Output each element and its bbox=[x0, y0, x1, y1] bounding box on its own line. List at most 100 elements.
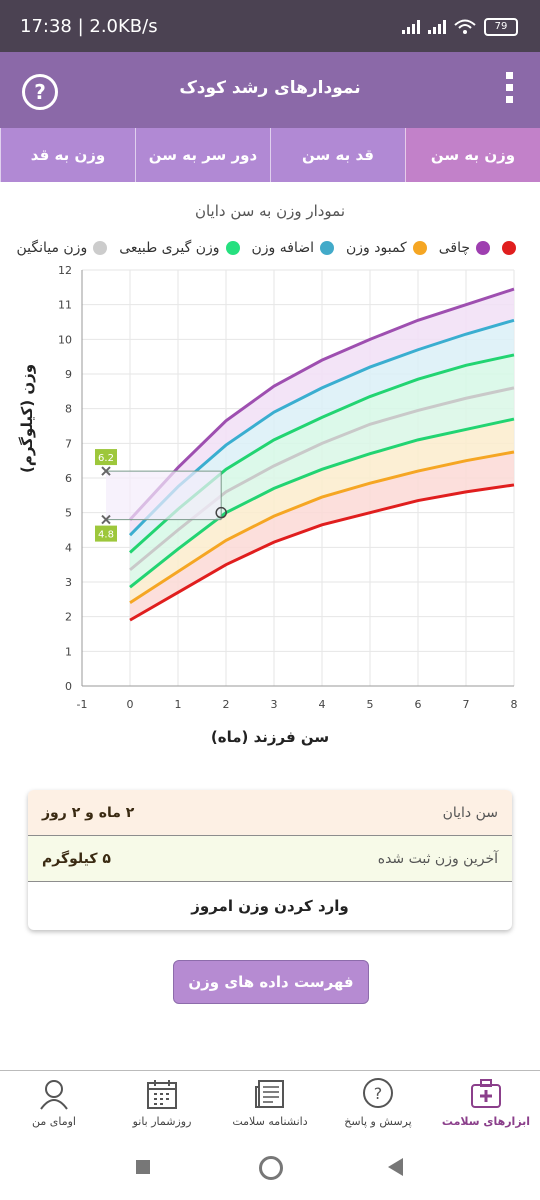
nav-label: ابزارهای سلامت bbox=[441, 1115, 531, 1128]
user-icon bbox=[40, 1080, 68, 1110]
legend-item[interactable]: چاقی bbox=[439, 240, 490, 256]
y-tick-label: 3 bbox=[65, 576, 72, 589]
nav-health-encyclopedia[interactable]: دانشنامه سلامت bbox=[222, 1071, 318, 1139]
system-nav-bar bbox=[0, 1138, 540, 1200]
tab-height-age[interactable]: قد به سن bbox=[270, 128, 405, 182]
band-area bbox=[130, 387, 514, 588]
legend-dot bbox=[476, 241, 490, 255]
nav-health-tools[interactable]: ابزارهای سلامت bbox=[438, 1071, 534, 1139]
overflow-menu-icon[interactable] bbox=[506, 72, 514, 106]
back-icon[interactable] bbox=[388, 1158, 403, 1176]
help-icon[interactable]: ? bbox=[22, 74, 58, 110]
battery-icon: 79 bbox=[484, 18, 518, 36]
band-area bbox=[130, 289, 514, 536]
marker-badge bbox=[95, 449, 117, 466]
legend-dot bbox=[93, 241, 108, 255]
signal-icon bbox=[402, 20, 420, 34]
range-box bbox=[106, 471, 222, 520]
legend-label: وزن میانگین bbox=[16, 240, 88, 256]
weight-list-button[interactable]: فهرست داده های وزن دایان bbox=[173, 960, 369, 1033]
weight-value: ۵ کیلوگرم bbox=[42, 850, 111, 867]
svg-text:?: ? bbox=[374, 1084, 383, 1103]
age-value: ۲ ماه و ۲ روز bbox=[42, 804, 135, 821]
x-tick-label: 1 bbox=[175, 698, 182, 711]
recents-icon[interactable] bbox=[136, 1160, 150, 1174]
newspaper-icon bbox=[255, 1080, 284, 1108]
legend-dot bbox=[502, 241, 516, 255]
marker-x bbox=[101, 514, 111, 525]
nav-profile[interactable]: اومای من bbox=[6, 1071, 102, 1139]
page-title: نمودارهای رشد کودک bbox=[179, 78, 361, 98]
tab-weight-height[interactable]: وزن به قد bbox=[0, 128, 135, 182]
legend-label: اضافه وزن bbox=[251, 240, 315, 256]
y-axis-title: وزن (کیلوگرم) bbox=[18, 363, 36, 473]
home-icon[interactable] bbox=[259, 1156, 283, 1180]
y-tick-label: 1 bbox=[65, 645, 72, 658]
current-point bbox=[215, 506, 227, 519]
tab-weight-age[interactable]: وزن به سن bbox=[405, 128, 540, 182]
nav-label: دانشنامه سلامت bbox=[232, 1115, 308, 1128]
series-line bbox=[129, 450, 515, 605]
y-tick-label: 10 bbox=[58, 333, 72, 346]
y-tick-label: 5 bbox=[65, 507, 72, 520]
x-tick-label: 0 bbox=[127, 698, 134, 711]
signal-icon bbox=[428, 20, 446, 34]
legend-label: چاقی bbox=[438, 240, 470, 256]
y-tick-label: 0 bbox=[65, 680, 72, 693]
series-line bbox=[129, 483, 515, 622]
x-tick-label: 4 bbox=[319, 698, 326, 711]
nav-qa[interactable]: ? پرسش و پاسخ bbox=[330, 1071, 426, 1139]
question-bubble-icon: ? bbox=[363, 1078, 393, 1108]
y-tick-label: 9 bbox=[65, 368, 72, 381]
tab-head-age[interactable]: دور سر به سن bbox=[135, 128, 270, 182]
legend-dot bbox=[320, 241, 335, 255]
legend-item[interactable]: اضافه وزن bbox=[252, 240, 335, 256]
x-tick-label: 6 bbox=[415, 698, 422, 711]
weight-label: آخرین وزن ثبت شده bbox=[377, 850, 498, 867]
legend-item[interactable]: وزن گیری طبیعی bbox=[119, 240, 240, 256]
legend-dot bbox=[225, 241, 240, 255]
medical-kit-icon bbox=[471, 1079, 501, 1108]
legend-item[interactable] bbox=[502, 241, 516, 255]
status-icons: 79 bbox=[402, 18, 518, 36]
x-tick-label: 7 bbox=[463, 698, 470, 711]
y-tick-label: 8 bbox=[65, 403, 72, 416]
nav-calendar[interactable]: روزشمار بانو bbox=[114, 1071, 210, 1139]
marker-label: 6.2 bbox=[98, 453, 114, 464]
age-row: سن دایان ۲ ماه و ۲ روز bbox=[28, 790, 512, 836]
legend-item[interactable]: کمبود وزن bbox=[346, 240, 427, 256]
weight-row: آخرین وزن ثبت شده ۵ کیلوگرم bbox=[28, 836, 512, 882]
legend-item[interactable]: وزن میانگین bbox=[16, 240, 108, 256]
nav-label: اومای من bbox=[32, 1115, 76, 1128]
marker-x bbox=[101, 466, 111, 476]
chart-legend: چاقی کمبود وزن اضافه وزن وزن گیری طبیعی … bbox=[16, 240, 516, 256]
x-tick-label: -1 bbox=[77, 698, 88, 711]
chart-tabs: وزن به سن قد به سن دور سر به سن وزن به ق… bbox=[0, 128, 540, 182]
age-label: سن دایان bbox=[442, 804, 498, 821]
series-line bbox=[129, 417, 515, 589]
y-tick-label: 12 bbox=[58, 264, 72, 277]
marker-label: 4.8 bbox=[98, 530, 114, 541]
status-bar: 17:38 | 2.0KB/s 79 bbox=[0, 0, 540, 52]
bottom-nav: ابزارهای سلامت ? پرسش و پاسخ دانشنامه سل… bbox=[0, 1070, 540, 1139]
legend-label: وزن گیری طبیعی bbox=[119, 240, 220, 256]
y-tick-label: 11 bbox=[58, 299, 72, 312]
legend-dot bbox=[412, 241, 427, 255]
nav-label: پرسش و پاسخ bbox=[344, 1115, 412, 1128]
x-tick-label: 5 bbox=[367, 698, 374, 711]
chart-title: نمودار وزن به سن دایان bbox=[194, 202, 346, 220]
app-bar: ? نمودارهای رشد کودک bbox=[0, 52, 540, 128]
marker-badge bbox=[95, 525, 117, 542]
y-tick-label: 2 bbox=[65, 611, 72, 624]
band-area bbox=[130, 354, 514, 570]
enter-weight-button[interactable]: وارد کردن وزن امروز bbox=[191, 897, 349, 915]
y-tick-label: 7 bbox=[65, 437, 72, 450]
wifi-icon bbox=[454, 19, 476, 34]
x-tick-label: 3 bbox=[271, 698, 278, 711]
x-axis-title: سن فرزند (ماه) bbox=[210, 728, 330, 746]
x-tick-label: 2 bbox=[223, 698, 230, 711]
nav-label: روزشمار بانو bbox=[132, 1115, 192, 1128]
series-line bbox=[128, 287, 515, 521]
x-tick-label: 8 bbox=[511, 698, 518, 711]
